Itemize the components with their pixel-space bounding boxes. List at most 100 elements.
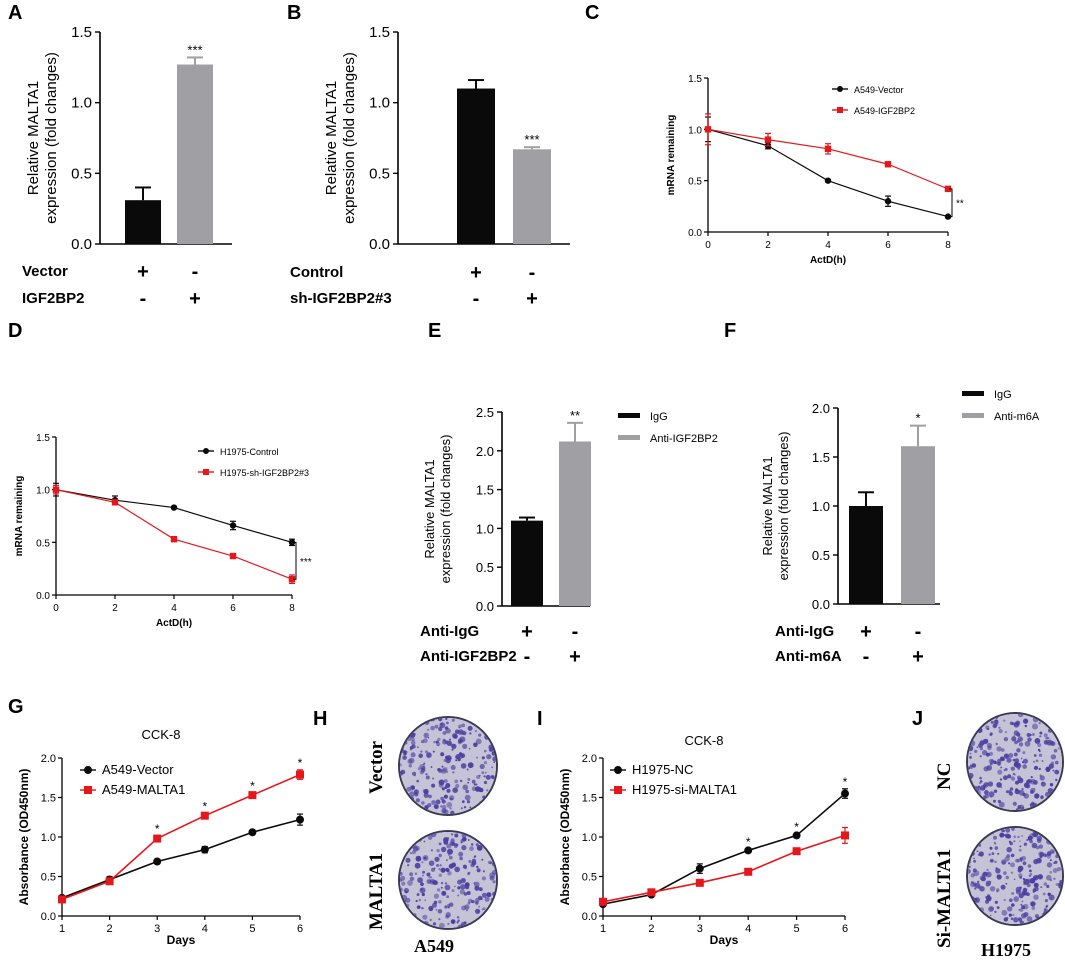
colony [475, 901, 479, 905]
colony [441, 799, 445, 803]
colony [1017, 805, 1022, 809]
chart-g-significance: * [155, 822, 160, 836]
colony [1033, 882, 1039, 888]
chart-i-point [695, 878, 704, 887]
colony [1038, 851, 1044, 857]
colony [1018, 789, 1025, 796]
colony [462, 837, 467, 842]
colony [440, 886, 443, 889]
colony [409, 876, 415, 881]
chart-g-point [84, 786, 92, 794]
colony [1033, 859, 1039, 865]
colony [492, 891, 496, 896]
chart-g-xtick-label: 4 [202, 923, 208, 935]
colony [1045, 905, 1048, 908]
chart-e-condition-mark: + [569, 646, 581, 668]
chart-i-xtick-label: 6 [842, 923, 848, 935]
colony [416, 905, 421, 909]
colony [1022, 903, 1029, 910]
colony [989, 858, 994, 863]
colony [426, 872, 431, 877]
colony [1008, 791, 1014, 796]
colony [1047, 788, 1054, 794]
colony [977, 880, 980, 884]
chart-c-point [824, 145, 832, 153]
colony [413, 774, 416, 777]
colony [422, 914, 428, 920]
colony [996, 782, 1002, 788]
colony [484, 749, 487, 753]
chart-a-ytick-label: 1.0 [71, 95, 92, 112]
chart-a-ytick-label: 1.5 [71, 24, 92, 41]
chart-g-ytick-label: 1.5 [41, 793, 56, 805]
colony [1027, 864, 1032, 868]
chart-i-series-line [602, 834, 846, 903]
colony [446, 859, 448, 862]
colony [1013, 840, 1016, 843]
colony [417, 746, 419, 749]
colony [986, 727, 990, 731]
colony [436, 848, 440, 853]
colony [440, 752, 445, 757]
colony [1044, 899, 1048, 903]
colony [438, 842, 442, 846]
colony [970, 767, 973, 770]
colony [425, 750, 428, 754]
colony [443, 779, 448, 783]
colony [471, 860, 477, 866]
colony [461, 905, 467, 911]
colony [423, 792, 429, 798]
chart-c-point [884, 198, 892, 205]
colony [1030, 776, 1033, 779]
colony [1030, 780, 1033, 783]
colony [1033, 831, 1039, 837]
colony [435, 908, 438, 911]
colony [482, 907, 486, 910]
chart-b-significance: *** [524, 132, 539, 147]
colony [983, 782, 989, 788]
colony [445, 755, 449, 760]
chart-e-condition-mark: - [524, 646, 531, 668]
colony [413, 915, 416, 918]
colony [419, 887, 426, 894]
chart-b-condition-mark: + [526, 288, 538, 310]
chart-d-xtick-label: 6 [230, 603, 236, 614]
colony [429, 878, 436, 885]
colony [437, 909, 443, 914]
colony [986, 742, 993, 749]
colony [968, 745, 974, 752]
colony [973, 786, 980, 792]
chart-e-legend-swatch [618, 435, 640, 440]
chart-f-legend-swatch [962, 391, 984, 396]
colony [428, 905, 434, 911]
colony [454, 779, 459, 784]
chart-e-ytick-label: 0.5 [476, 560, 494, 575]
colony [420, 740, 425, 744]
colony [993, 721, 999, 727]
chart-g-point [296, 770, 304, 779]
colony [1017, 714, 1024, 718]
chart-c-legend-label: A549-IGF2BP2 [854, 106, 915, 116]
colony [447, 871, 452, 876]
chart-c-xtick-label: 8 [945, 240, 951, 251]
colony [997, 852, 1000, 855]
colony [424, 899, 427, 902]
colony [1028, 874, 1032, 878]
chart-b-condition-mark: + [470, 262, 482, 284]
colony [1035, 759, 1039, 763]
colony [488, 747, 494, 752]
chart-i-point [599, 897, 607, 906]
colony [444, 905, 448, 909]
colony [440, 723, 443, 726]
colony [976, 850, 979, 853]
chart-c-bracket [949, 188, 953, 218]
chart-g-point [200, 845, 209, 854]
colony [1023, 793, 1029, 799]
colony [1003, 719, 1006, 722]
colony [996, 874, 1002, 880]
colony [447, 922, 450, 925]
colony [401, 881, 406, 886]
chart-c-xtick-label: 4 [825, 240, 831, 251]
colony [490, 898, 494, 901]
colony [1040, 795, 1044, 799]
